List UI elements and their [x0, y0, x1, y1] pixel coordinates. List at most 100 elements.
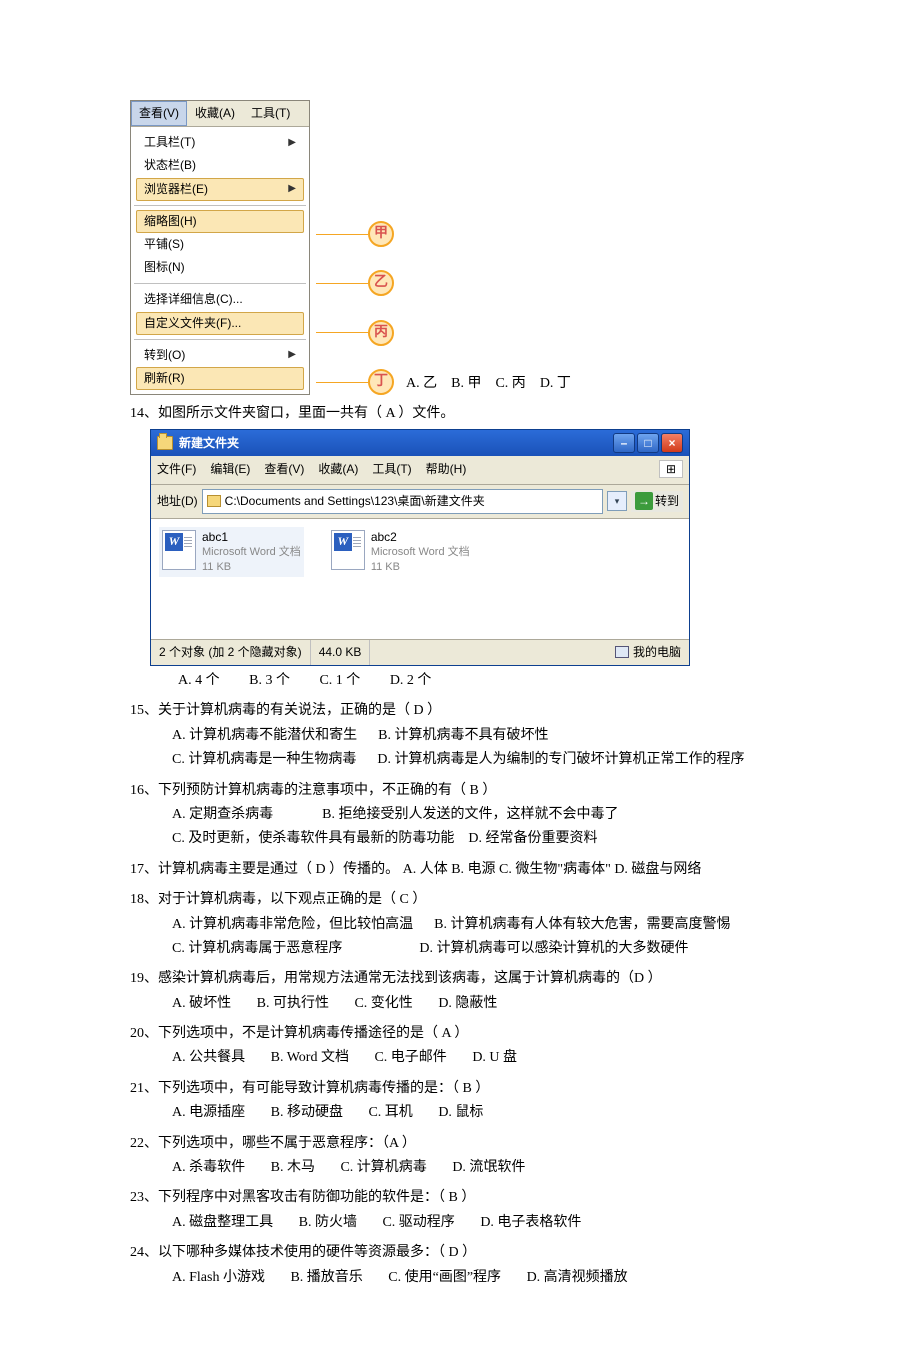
- q24-options: A. Flash 小游戏 B. 播放音乐 C. 使用“画图”程序 D. 高清视频…: [130, 1267, 790, 1289]
- opt-d: D. 计算机病毒可以感染计算机的大多数硬件: [419, 941, 688, 956]
- file-item[interactable]: W abc2 Microsoft Word 文档 11 KB: [328, 527, 473, 577]
- q22-stem: 22、下列选项中，哪些不属于恶意程序：（A ）: [130, 1133, 790, 1155]
- opt-a: A. 杀毒软件: [172, 1157, 245, 1179]
- menu-edit[interactable]: 编辑(E): [210, 460, 250, 479]
- opt-a: A. 定期查杀病毒: [172, 807, 273, 822]
- status-objects: 2 个对象 (加 2 个隐藏对象): [151, 640, 311, 665]
- q18: 18、对于计算机病毒，以下观点正确的是（ C ） A. 计算机病毒非常危险，但比…: [130, 889, 790, 960]
- item-goto[interactable]: 转到(O)▶: [136, 344, 304, 367]
- item-tile[interactable]: 平铺(S): [136, 233, 304, 256]
- opt-a: A. 电源插座: [172, 1102, 245, 1124]
- menu-view[interactable]: 查看(V): [131, 101, 187, 126]
- menu-tools[interactable]: 工具(T): [372, 460, 411, 479]
- opt-b: B. 计算机病毒有人体有较大危害，需要高度警惕: [434, 917, 730, 932]
- file-item[interactable]: W abc1 Microsoft Word 文档 11 KB: [159, 527, 304, 577]
- opt-d: D. 电子表格软件: [480, 1212, 581, 1234]
- address-dropdown-icon[interactable]: ▾: [607, 491, 627, 511]
- item-thumb[interactable]: 缩略图(H): [136, 210, 304, 233]
- status-location-label: 我的电脑: [633, 643, 681, 662]
- go-label: 转到: [655, 492, 679, 511]
- file-name: abc2: [371, 530, 470, 546]
- dropdown-panel: 工具栏(T) ▶ 状态栏(B) 浏览器栏(E)▶ 缩略图(H) 平铺(S) 图标(…: [131, 127, 309, 394]
- go-arrow-icon: →: [635, 492, 653, 510]
- folder-small-icon: [207, 495, 221, 507]
- close-button[interactable]: ×: [661, 433, 683, 453]
- item-statusbar[interactable]: 状态栏(B): [136, 154, 304, 177]
- item-toolbar[interactable]: 工具栏(T) ▶: [136, 131, 304, 154]
- item-goto-label: 转到(O): [144, 346, 185, 365]
- menu-view[interactable]: 查看(V): [264, 460, 304, 479]
- opt-c: C. 使用“画图”程序: [388, 1267, 501, 1289]
- item-toolbar-label: 工具栏(T): [144, 133, 195, 152]
- view-dropdown-menu: 查看(V) 收藏(A) 工具(T) 工具栏(T) ▶ 状态栏(B) 浏览器栏(E)…: [130, 100, 310, 395]
- q24-stem: 24、以下哪种多媒体技术使用的硬件等资源最多：（ D ）: [130, 1242, 790, 1264]
- item-icons[interactable]: 图标(N): [136, 256, 304, 279]
- opt-b: B. 计算机病毒不具有破坏性: [378, 728, 548, 743]
- choice-d: D. 丁: [540, 376, 571, 391]
- opt-c: C. 驱动程序: [382, 1212, 454, 1234]
- opt-a: A. 公共餐具: [172, 1047, 245, 1069]
- menu-fav[interactable]: 收藏(A): [187, 101, 243, 126]
- item-custom[interactable]: 自定义文件夹(F)...: [136, 312, 304, 335]
- maximize-button[interactable]: □: [637, 433, 659, 453]
- bubble-yi: 乙: [368, 270, 394, 296]
- menu-file[interactable]: 文件(F): [157, 460, 196, 479]
- item-refresh-label: 刷新(R): [144, 369, 185, 388]
- item-custom-label: 自定义文件夹(F)...: [144, 314, 241, 333]
- opt-b: B. 移动硬盘: [271, 1102, 343, 1124]
- opt-d: D. 隐蔽性: [438, 993, 497, 1015]
- q15: 15、关于计算机病毒的有关说法，正确的是（ D ） A. 计算机病毒不能潜伏和寄…: [130, 700, 790, 771]
- opt-a: A. 4 个: [178, 670, 220, 692]
- address-path: C:\Documents and Settings\123\桌面\新建文件夹: [225, 492, 485, 511]
- q14-options: A. 4 个 B. 3 个 C. 1 个 D. 2 个: [130, 670, 790, 692]
- q23: 23、下列程序中对黑客攻击有防御功能的软件是：（ B ） A. 磁盘整理工具 B…: [130, 1187, 790, 1234]
- opt-b: B. 播放音乐: [290, 1267, 362, 1289]
- address-label: 地址(D): [157, 492, 198, 511]
- opt-a: A. 破坏性: [172, 993, 231, 1015]
- go-button[interactable]: → 转到: [631, 491, 683, 512]
- q14-stem: 14、如图所示文件夹窗口，里面一共有（ A ）文件。: [130, 403, 790, 425]
- q22: 22、下列选项中，哪些不属于恶意程序：（A ） A. 杀毒软件 B. 木马 C.…: [130, 1133, 790, 1180]
- menu-fav[interactable]: 收藏(A): [318, 460, 358, 479]
- opt-d: D. 流氓软件: [452, 1157, 525, 1179]
- menu-tools[interactable]: 工具(T): [243, 101, 298, 126]
- anno-yi: 乙: [316, 270, 394, 296]
- menu-help[interactable]: 帮助(H): [426, 460, 467, 479]
- q22-options: A. 杀毒软件 B. 木马 C. 计算机病毒 D. 流氓软件: [130, 1157, 790, 1179]
- q17: 17、计算机病毒主要是通过（ D ）传播的。 A. 人体 B. 电源 C. 微生…: [130, 859, 790, 881]
- anno-jia: 甲: [316, 221, 394, 247]
- file-name: abc1: [202, 530, 301, 546]
- opt-b: B. 可执行性: [257, 993, 329, 1015]
- q19-options: A. 破坏性 B. 可执行性 C. 变化性 D. 隐蔽性: [130, 993, 790, 1015]
- opt-b: B. 3 个: [249, 670, 290, 692]
- address-field[interactable]: C:\Documents and Settings\123\桌面\新建文件夹: [202, 489, 603, 514]
- opt-d: D. 经常备份重要资料: [468, 831, 597, 846]
- opt-a: A. Flash 小游戏: [172, 1267, 265, 1289]
- q23-options: A. 磁盘整理工具 B. 防火墙 C. 驱动程序 D. 电子表格软件: [130, 1212, 790, 1234]
- menu-bar: 查看(V) 收藏(A) 工具(T): [131, 101, 309, 127]
- q14: 14、如图所示文件夹窗口，里面一共有（ A ）文件。 新建文件夹 – □ × 文…: [130, 403, 790, 692]
- viewmenu-figure: 查看(V) 收藏(A) 工具(T) 工具栏(T) ▶ 状态栏(B) 浏览器栏(E)…: [130, 100, 790, 395]
- opt-d: D. U 盘: [472, 1047, 517, 1069]
- opt-b: B. 木马: [271, 1157, 315, 1179]
- q17-stem: 17、计算机病毒主要是通过（ D ）传播的。 A. 人体 B. 电源 C. 微生…: [130, 859, 790, 881]
- q16-stem: 16、下列预防计算机病毒的注意事项中，不正确的有（ B ）: [130, 780, 790, 802]
- submenu-arrow-icon: ▶: [288, 181, 296, 197]
- q13-choices: A. 乙 B. 甲 C. 丙 D. 丁: [406, 373, 571, 395]
- item-browserbar[interactable]: 浏览器栏(E)▶: [136, 178, 304, 201]
- opt-d: D. 高清视频播放: [527, 1267, 628, 1289]
- computer-icon: [615, 646, 629, 658]
- opt-b: B. 防火墙: [299, 1212, 357, 1234]
- file-area: W abc1 Microsoft Word 文档 11 KB W abc2 Mi…: [151, 519, 689, 639]
- anno-ding: 丁: [316, 369, 394, 395]
- q19: 19、感染计算机病毒后，用常规方法通常无法找到该病毒，这属于计算机病毒的（D ）…: [130, 968, 790, 1015]
- item-refresh[interactable]: 刷新(R): [136, 367, 304, 390]
- q15-options: A. 计算机病毒不能潜伏和寄生 B. 计算机病毒不具有破坏性 C. 计算机病毒是…: [130, 725, 790, 772]
- submenu-arrow-icon: ▶: [288, 135, 296, 151]
- opt-d: D. 2 个: [390, 670, 432, 692]
- item-thumb-label: 缩略图(H): [144, 212, 197, 231]
- item-statusbar-label: 状态栏(B): [144, 156, 196, 175]
- minimize-button[interactable]: –: [613, 433, 635, 453]
- item-details[interactable]: 选择详细信息(C)...: [136, 288, 304, 311]
- status-size: 44.0 KB: [311, 640, 371, 665]
